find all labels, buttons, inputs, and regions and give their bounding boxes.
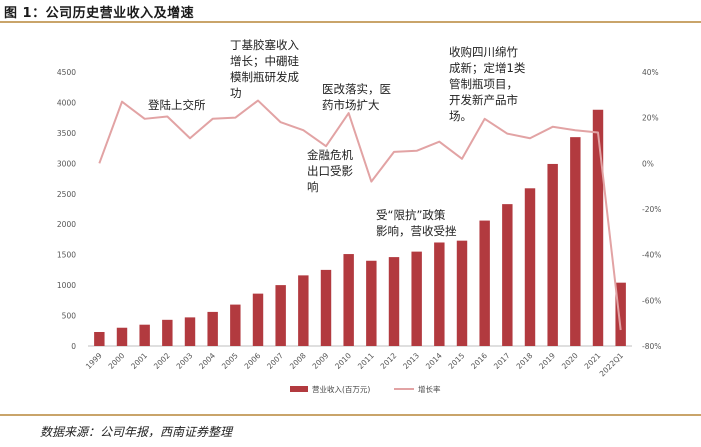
x-tick-label: 2018 — [515, 351, 535, 371]
bar-2022Q1 — [615, 282, 626, 346]
bar-2006 — [252, 293, 264, 346]
bar-2008 — [298, 275, 309, 346]
left-tick-label: 4500 — [57, 68, 76, 77]
annotation-2-line: 丁基胶塞收入 — [230, 38, 299, 52]
x-tick-label: 2001 — [129, 351, 149, 371]
x-tick-label: 2004 — [197, 351, 217, 371]
left-tick-label: 4000 — [57, 98, 76, 107]
right-tick-label: 40% — [642, 68, 659, 77]
bar-2005 — [230, 304, 241, 346]
bottom-rule — [0, 414, 701, 416]
bar-2001 — [139, 324, 150, 346]
annotation-2-line: 增长；中硼硅 — [230, 54, 299, 68]
left-tick-label: 2000 — [57, 220, 76, 229]
x-axis-ticks: 1999 2000 2001 2002 2003 2004 2005 2006 2007 2008… — [84, 351, 625, 379]
x-tick-label: 2015 — [447, 351, 467, 371]
growth-line — [98, 99, 622, 331]
right-tick-label: 0% — [642, 159, 654, 168]
growth-rate-line — [98, 99, 622, 331]
bar-2004 — [207, 311, 218, 346]
bar-2009 — [320, 269, 332, 346]
annotation-4-line: 药市场扩大 — [322, 98, 380, 112]
legend-bar-label: 营业收入(百万元) — [312, 384, 370, 394]
annotation-5-line: 影响，营收受挫 — [376, 224, 457, 238]
annotation-5-line: 受“限抗”政策 — [376, 208, 446, 222]
bar-2016 — [479, 220, 490, 346]
figure-title: 图 1：公司历史营业收入及增速 — [4, 6, 195, 21]
x-tick-label: 2003 — [175, 351, 195, 371]
right-tick-label: 20% — [642, 114, 659, 123]
x-tick-label: 2000 — [107, 351, 127, 371]
annotation-6-line: 场。 — [449, 109, 472, 123]
legend-bar-swatch — [290, 386, 308, 392]
legend-line-label: 增长率 — [418, 384, 441, 394]
bar-2019 — [547, 163, 558, 346]
x-tick-label: 2020 — [560, 351, 580, 371]
title-rule — [0, 21, 701, 23]
x-tick-label: 2011 — [356, 351, 376, 371]
x-tick-label: 2007 — [265, 351, 285, 371]
bar-2002 — [162, 319, 173, 346]
annotation-6-line: 成新；定增1类 — [449, 61, 526, 75]
annotation-6-line: 收购四川绵竹 — [449, 45, 518, 59]
x-tick-label: 2010 — [333, 351, 353, 371]
legend: 营业收入(百万元) 增长率 — [290, 384, 441, 394]
x-tick-label: 2006 — [243, 351, 263, 371]
x-tick-label: 2008 — [288, 351, 308, 371]
x-tick-label: 2022Q1 — [598, 351, 626, 379]
x-tick-label: 2017 — [492, 351, 512, 371]
x-tick-label: 2014 — [424, 351, 444, 371]
bar-2011 — [366, 260, 377, 346]
left-axis-ticks: 0 500 1000 1500 2000 2500 3000 3500 4000 4500 — [57, 68, 76, 351]
bar-2020 — [570, 137, 581, 346]
bar-2012 — [388, 257, 400, 346]
x-tick-label: 2009 — [311, 351, 331, 371]
bar-2018 — [524, 188, 536, 346]
annotation-3-line: 出口受影 — [307, 164, 353, 178]
annotation-1-line: 登陆上交所 — [148, 98, 206, 112]
annotation-4-line: 医改落实，医 — [322, 82, 391, 96]
bar-2003 — [184, 317, 196, 346]
x-tick-label: 2013 — [401, 351, 421, 371]
right-tick-label: -80% — [642, 342, 661, 351]
x-tick-label: 2005 — [220, 351, 240, 371]
annotation-2-line: 功 — [230, 86, 242, 100]
annotation-6-line: 管制瓶项目， — [449, 77, 518, 91]
annotation-6-line: 开发新产品市 — [449, 93, 518, 107]
right-tick-label: -20% — [642, 205, 661, 214]
annotation-2-line: 模制瓶研发成 — [230, 70, 299, 84]
x-tick-label: 2021 — [583, 351, 603, 371]
bar-2014 — [434, 242, 445, 346]
left-tick-label: 3500 — [57, 129, 76, 138]
bar-2000 — [116, 327, 128, 346]
revenue-bars — [94, 109, 626, 346]
x-tick-label: 2016 — [469, 351, 489, 371]
x-tick-label: 1999 — [84, 351, 104, 371]
right-tick-label: -60% — [642, 296, 661, 305]
x-tick-label: 2019 — [537, 351, 557, 371]
right-tick-label: -40% — [642, 251, 661, 260]
bar-2013 — [411, 251, 422, 346]
x-tick-label: 2012 — [379, 351, 399, 371]
left-tick-label: 2500 — [57, 190, 76, 199]
x-tick-label: 2002 — [152, 351, 172, 371]
annotation-3-line: 金融危机 — [307, 148, 353, 162]
bar-1999 — [94, 331, 105, 346]
left-tick-label: 0 — [71, 342, 76, 351]
bar-2015 — [456, 240, 468, 346]
source-note: 数据来源：公司年报，西南证券整理 — [40, 425, 233, 439]
left-tick-label: 1500 — [57, 251, 76, 260]
bar-2007 — [275, 285, 286, 346]
annotation-3-line: 响 — [307, 180, 319, 194]
left-tick-label: 500 — [62, 312, 77, 321]
left-tick-label: 3000 — [57, 159, 76, 168]
right-axis-ticks: 40% 20% 0% -20% -40% -60% -80% — [642, 68, 661, 351]
bar-2017 — [502, 204, 513, 346]
bar-2010 — [343, 254, 354, 346]
left-tick-label: 1000 — [57, 281, 76, 290]
bar-2021 — [592, 109, 604, 346]
